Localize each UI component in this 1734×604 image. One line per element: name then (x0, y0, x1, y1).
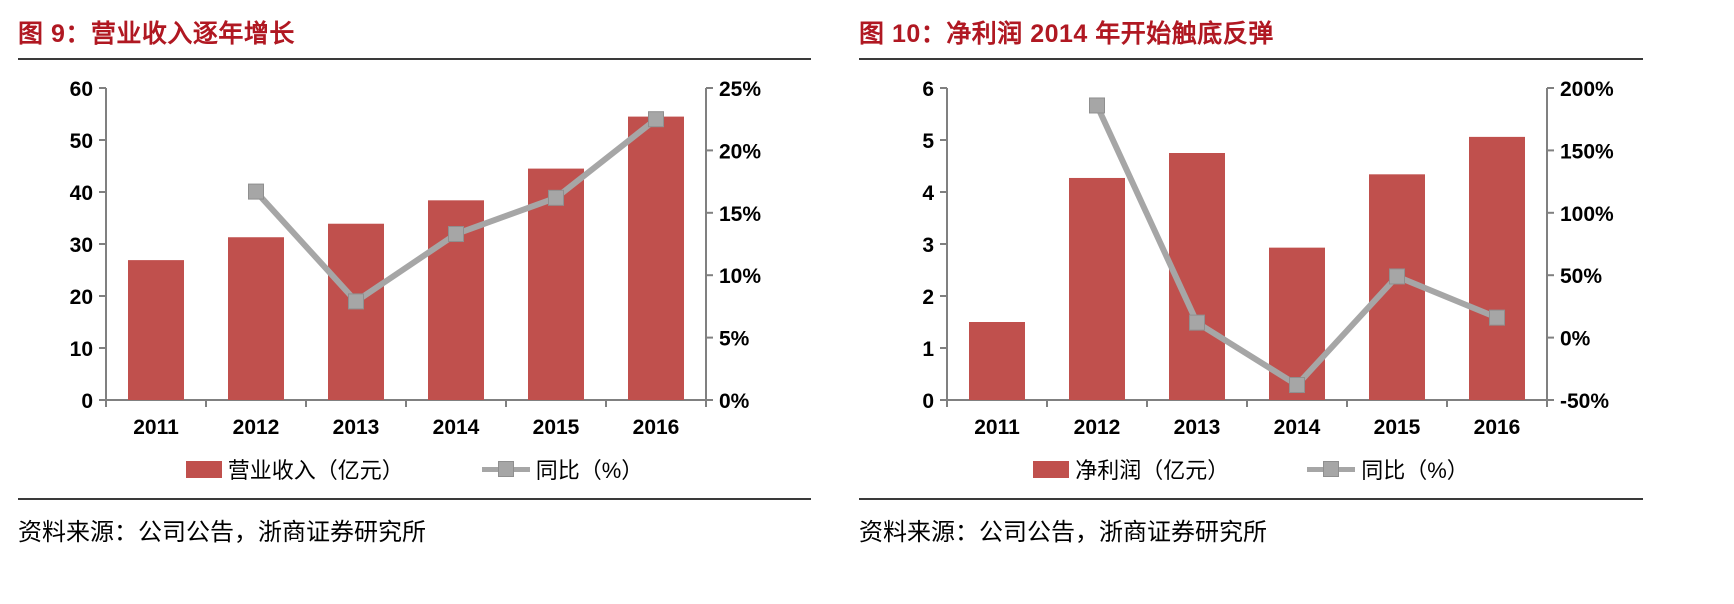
bar-2016 (628, 116, 684, 400)
right-tick-label: 100% (1560, 203, 1614, 226)
right-tick-label: 50% (1560, 265, 1602, 288)
figure-9-source-rule (18, 498, 811, 500)
right-tick-label: 25% (719, 78, 761, 101)
report-figures-row: 图 9：营业收入逐年增长 0 10 20 30 40 50 60 0% 5% 10% 15% 20% 2… (18, 10, 1643, 547)
left-tick-label: 10 (70, 338, 93, 361)
net-profit-bar-line-chart: 0 1 2 3 4 5 6 -50% 0% 50% 100% 150% 200% 2011 2012 2013… (922, 78, 1614, 439)
right-tick-label: 15% (719, 203, 761, 226)
x-category-label: 2016 (1474, 416, 1521, 439)
bar-2011 (969, 322, 1025, 400)
left-tick-label: 50 (70, 130, 93, 153)
revenue-legend-label: 营业收入（亿元） (227, 458, 404, 483)
bar-2011 (128, 260, 184, 400)
left-tick-label: 4 (922, 182, 934, 205)
line-marker-icon (497, 461, 514, 477)
figure-9-title-rule (18, 58, 811, 60)
bar-series-swatch-icon (185, 460, 222, 478)
left-tick-label: 2 (922, 286, 934, 309)
yoy-legend-item: 同比（%） (1307, 453, 1469, 485)
left-tick-label: 6 (922, 78, 934, 101)
figure-10-legend: 净利润（亿元） 同比（%） (859, 452, 1643, 486)
revenue-bar-line-chart: 0 10 20 30 40 50 60 0% 5% 10% 15% 20% 25% 2011 2012 201… (70, 78, 762, 439)
figure-9-panel: 图 9：营业收入逐年增长 0 10 20 30 40 50 60 0% 5% 10% 15% 20% 2… (18, 10, 811, 547)
right-tick-label: 200% (1560, 78, 1614, 101)
x-category-label: 2014 (1274, 416, 1321, 439)
revenue-legend-item: 营业收入（亿元） (185, 453, 404, 485)
x-category-label: 2011 (133, 416, 179, 439)
yoy-marker-2012 (248, 183, 264, 200)
figure-10-source: 资料来源：公司公告，浙商证券研究所 (859, 520, 1267, 546)
left-tick-label: 20 (70, 286, 93, 309)
x-category-label: 2013 (333, 416, 380, 439)
figure-10-title: 图 10：净利润 2014 年开始触底反弹 (859, 20, 1274, 48)
yoy-marker-2016 (1489, 309, 1505, 326)
left-tick-label: 3 (922, 234, 934, 257)
net-profit-legend-label: 净利润（亿元） (1075, 458, 1230, 483)
left-tick-label: 40 (70, 182, 93, 205)
line-series-swatch-icon (481, 461, 530, 477)
yoy-legend-label: 同比（%） (1361, 458, 1469, 483)
figure-9-legend: 营业收入（亿元） 同比（%） (18, 452, 811, 486)
right-tick-label: 0% (1560, 328, 1591, 351)
figure-10-title-rule (859, 58, 1643, 60)
yoy-marker-2013 (1189, 314, 1205, 331)
yoy-marker-2015 (1389, 268, 1405, 285)
right-tick-label: 5% (719, 328, 750, 351)
x-category-label: 2016 (633, 416, 680, 439)
left-tick-label: 0 (922, 390, 934, 413)
bar-2016 (1469, 136, 1525, 400)
figure-9-source: 资料来源：公司公告，浙商证券研究所 (18, 520, 426, 546)
figure-9-title: 图 9：营业收入逐年增长 (18, 20, 295, 48)
x-category-label: 2013 (1174, 416, 1221, 439)
line-marker-icon (1323, 461, 1340, 477)
figure-10-panel: 图 10：净利润 2014 年开始触底反弹 0 1 2 3 4 5 6 -50% 0% 50% 10… (859, 10, 1643, 547)
bar-2012 (1069, 177, 1125, 400)
right-tick-label: 150% (1560, 140, 1614, 163)
x-category-label: 2012 (1074, 416, 1121, 439)
bar-series-swatch-icon (1033, 460, 1070, 478)
left-tick-label: 1 (922, 338, 934, 361)
yoy-legend-item: 同比（%） (481, 453, 644, 485)
right-tick-label: 0% (719, 390, 750, 413)
bar-2013 (328, 223, 384, 400)
bar-2012 (228, 237, 284, 400)
right-tick-label: 10% (719, 265, 761, 288)
x-category-label: 2015 (533, 416, 580, 439)
yoy-marker-2015 (548, 189, 564, 206)
net-profit-legend-item: 净利润（亿元） (1033, 453, 1229, 485)
x-category-label: 2014 (433, 416, 480, 439)
yoy-marker-2014 (448, 226, 464, 243)
right-tick-label: -50% (1560, 390, 1609, 413)
yoy-legend-label: 同比（%） (535, 458, 644, 483)
x-category-label: 2015 (1374, 416, 1421, 439)
yoy-marker-2013 (348, 293, 364, 310)
x-category-label: 2012 (233, 416, 280, 439)
line-series-swatch-icon (1307, 461, 1356, 477)
figure-10-source-rule (859, 498, 1643, 500)
left-tick-label: 60 (70, 78, 93, 101)
yoy-marker-2014 (1289, 377, 1305, 394)
x-category-label: 2011 (974, 416, 1020, 439)
yoy-marker-2016 (648, 111, 664, 128)
yoy-marker-2012 (1089, 97, 1105, 114)
left-tick-label: 0 (81, 390, 93, 413)
left-tick-label: 5 (922, 130, 934, 153)
left-tick-label: 30 (70, 234, 93, 257)
right-tick-label: 20% (719, 140, 761, 163)
